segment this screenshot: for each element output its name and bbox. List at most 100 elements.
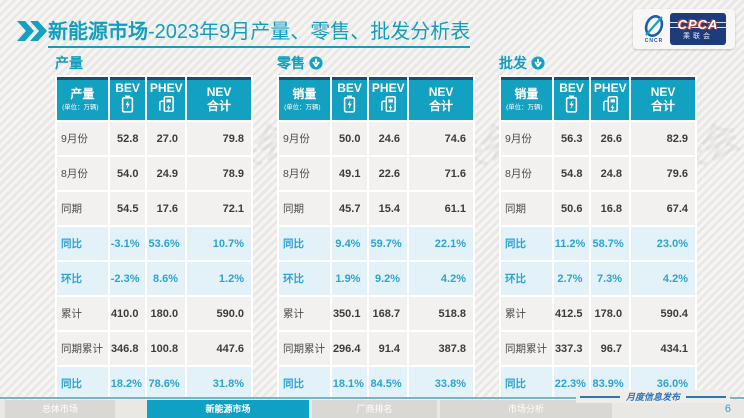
- cell-value: 590.0: [187, 297, 251, 330]
- page-title-main: 新能源市场: [48, 21, 148, 43]
- section-title: 产量: [55, 54, 253, 72]
- cell-value: 350.1: [331, 297, 368, 330]
- page-number: 6: [724, 403, 731, 415]
- logo-caption: CNCR: [644, 37, 664, 44]
- cell-value: 78.6%: [147, 367, 186, 400]
- cell-value: 346.8: [109, 332, 146, 365]
- table-panel-retail: 零售 销量 (单位：万辆) BEV PHEV NEV 合计 9月份 50.0 24.6 74.6 8月…: [277, 54, 475, 402]
- cell-value: 518.8: [409, 297, 473, 330]
- row-label: 同比: [279, 227, 330, 260]
- row-label: 同比: [501, 227, 552, 260]
- table-row: 同期累计 337.3 96.7 434.1: [501, 332, 695, 365]
- table-row: 同比 18.1% 84.5% 33.8%: [279, 367, 473, 400]
- table-row: 9月份 56.3 26.6 82.9: [501, 122, 695, 155]
- cell-value: 434.1: [631, 332, 695, 365]
- cell-value: 178.0: [591, 297, 630, 330]
- cell-value: 387.8: [409, 332, 473, 365]
- row-label: 同期: [57, 192, 108, 225]
- nav-tab-市场分析[interactable]: 市场分析: [440, 400, 612, 418]
- row-label: 同比: [57, 227, 108, 260]
- cpca-logo: CNCR CPCA 乘联会: [633, 9, 735, 49]
- cell-value: 24.9: [147, 157, 186, 190]
- table-row: 8月份 54.8 24.8 79.6: [501, 157, 695, 190]
- cell-value: 26.6: [591, 122, 630, 155]
- table-panel-production: 产量 产量 (单位：万辆) BEV PHEV NEV 合计 9月份 52.8 27.0 79.8 8月…: [55, 54, 253, 402]
- page-title: 新能源市场-2023年9月产量、零售、批发分析表: [48, 15, 471, 48]
- footer-divider: [0, 397, 744, 399]
- cell-value: 7.3%: [591, 262, 630, 295]
- cell-value: 9.2%: [369, 262, 408, 295]
- table-row: 同期 45.7 15.4 61.1: [279, 192, 473, 225]
- footer-note-line-left: [579, 395, 620, 398]
- header-nev-total: NEV 合计: [187, 77, 251, 120]
- row-label: 累计: [57, 297, 108, 330]
- cell-value: 4.2%: [631, 262, 695, 295]
- table-row: 同期累计 346.8 100.8 447.6: [57, 332, 251, 365]
- row-label: 9月份: [501, 122, 552, 155]
- row-label: 同期累计: [57, 332, 108, 365]
- table-row: 8月份 49.1 22.6 71.6: [279, 157, 473, 190]
- row-label: 累计: [501, 297, 552, 330]
- nav-tab-新能源市场[interactable]: 新能源市场: [147, 400, 309, 418]
- down-arrow-icon: [309, 56, 323, 70]
- row-label: 同期累计: [501, 332, 552, 365]
- cpca-badge: CPCA 乘联会: [670, 13, 726, 45]
- header-corner-cell: 销量 (单位：万辆): [279, 77, 330, 120]
- row-label: 环比: [279, 262, 330, 295]
- footer-note-text: 月度信息发布: [625, 392, 680, 402]
- header-phev: PHEV: [591, 77, 630, 120]
- cell-value: 45.7: [331, 192, 368, 225]
- cell-value: 590.4: [631, 297, 695, 330]
- table-row: 累计 410.0 180.0 590.0: [57, 297, 251, 330]
- cell-value: 71.6: [409, 157, 473, 190]
- section-title-text: 产量: [55, 55, 83, 71]
- cell-value: 31.8%: [187, 367, 251, 400]
- battery-icon: [121, 95, 134, 113]
- header-phev: PHEV: [147, 77, 186, 120]
- cpca-swoosh-icon: CNCR: [642, 14, 666, 44]
- cell-value: 447.6: [187, 332, 251, 365]
- cell-value: 79.8: [187, 122, 251, 155]
- cell-value: 1.9%: [331, 262, 368, 295]
- header-nev-total: NEV 合计: [409, 77, 473, 120]
- row-label: 同期累计: [279, 332, 330, 365]
- header-nev-total: NEV 合计: [631, 77, 695, 120]
- table-row: 同比 11.2% 58.7% 23.0%: [501, 227, 695, 260]
- table-row: 环比 -2.3% 8.6% 1.2%: [57, 262, 251, 295]
- header-bev: BEV: [553, 77, 590, 120]
- nav-tab-厂商排名[interactable]: 厂商排名: [312, 400, 437, 418]
- cell-value: 54.0: [109, 157, 146, 190]
- page-title-rest: -2023年9月产量、零售、批发分析表: [148, 21, 471, 43]
- cell-value: 10.7%: [187, 227, 251, 260]
- cell-value: 49.1: [331, 157, 368, 190]
- cell-value: 96.7: [591, 332, 630, 365]
- data-table: 产量 (单位：万辆) BEV PHEV NEV 合计 9月份 52.8 27.0 79.8 8月份 5…: [55, 75, 253, 402]
- row-label: 8月份: [57, 157, 108, 190]
- table-row: 同比 22.3% 83.9% 36.0%: [501, 367, 695, 400]
- table-row: 同期累计 296.4 91.4 387.8: [279, 332, 473, 365]
- cell-value: 52.8: [109, 122, 146, 155]
- cell-value: 168.7: [369, 297, 408, 330]
- table-row: 同比 9.4% 59.7% 22.1%: [279, 227, 473, 260]
- charging-station-icon: [158, 95, 174, 112]
- cell-value: 24.8: [591, 157, 630, 190]
- cell-value: 9.4%: [331, 227, 368, 260]
- nav-tab-总体市场[interactable]: 总体市场: [5, 400, 115, 418]
- cell-value: 23.0%: [631, 227, 695, 260]
- table-row: 同期 50.6 16.8 67.4: [501, 192, 695, 225]
- cell-value: 79.6: [631, 157, 695, 190]
- row-label: 同比: [279, 367, 330, 400]
- section-title-text: 零售: [277, 55, 305, 71]
- cell-value: -2.3%: [109, 262, 146, 295]
- row-label: 同期: [501, 192, 552, 225]
- cell-value: 59.7%: [369, 227, 408, 260]
- table-row: 同比 18.2% 78.6% 31.8%: [57, 367, 251, 400]
- cell-value: 82.9: [631, 122, 695, 155]
- cell-value: 91.4: [369, 332, 408, 365]
- data-table: 销量 (单位：万辆) BEV PHEV NEV 合计 9月份 56.3 26.6 82.9 8月份 5…: [499, 75, 697, 402]
- table-row: 8月份 54.0 24.9 78.9: [57, 157, 251, 190]
- cell-value: 18.1%: [331, 367, 368, 400]
- row-label: 9月份: [279, 122, 330, 155]
- cell-value: 15.4: [369, 192, 408, 225]
